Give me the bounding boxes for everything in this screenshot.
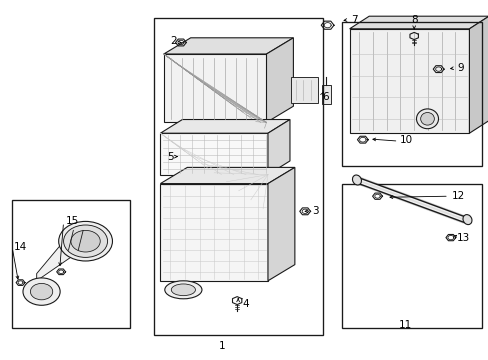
Polygon shape (290, 77, 317, 103)
Polygon shape (468, 16, 488, 133)
Circle shape (30, 283, 53, 300)
Bar (154, 18, 322, 335)
Circle shape (23, 278, 60, 305)
Polygon shape (349, 16, 488, 29)
Text: 6: 6 (321, 92, 328, 102)
Polygon shape (37, 227, 102, 281)
Circle shape (71, 230, 100, 252)
Polygon shape (160, 120, 289, 133)
Polygon shape (163, 38, 293, 54)
Polygon shape (160, 167, 294, 184)
Ellipse shape (164, 281, 202, 299)
Polygon shape (163, 54, 266, 122)
Polygon shape (266, 38, 293, 122)
Polygon shape (160, 133, 267, 175)
Ellipse shape (171, 284, 195, 296)
Text: 10: 10 (399, 135, 412, 145)
Bar (342, 22, 481, 166)
Text: 8: 8 (410, 15, 417, 25)
Text: 3: 3 (311, 206, 318, 216)
Text: 15: 15 (66, 216, 79, 226)
Text: 1: 1 (219, 341, 225, 351)
Text: 14: 14 (14, 242, 27, 252)
Text: 5: 5 (167, 152, 174, 162)
Polygon shape (267, 167, 294, 281)
Text: 7: 7 (350, 15, 357, 25)
Text: 4: 4 (242, 299, 248, 309)
Text: 11: 11 (398, 320, 412, 330)
Polygon shape (160, 184, 267, 281)
Polygon shape (267, 120, 289, 175)
Text: 2: 2 (170, 36, 177, 46)
Text: 12: 12 (451, 191, 464, 201)
Bar (342, 184, 481, 328)
Bar (12, 200, 129, 328)
Ellipse shape (352, 175, 361, 185)
Text: 9: 9 (457, 63, 464, 73)
Ellipse shape (420, 112, 433, 125)
Circle shape (59, 221, 112, 261)
Circle shape (63, 225, 107, 257)
Bar (321, 85, 330, 104)
Ellipse shape (462, 215, 471, 225)
Text: 13: 13 (456, 233, 469, 243)
Ellipse shape (416, 109, 438, 129)
Polygon shape (349, 29, 468, 133)
